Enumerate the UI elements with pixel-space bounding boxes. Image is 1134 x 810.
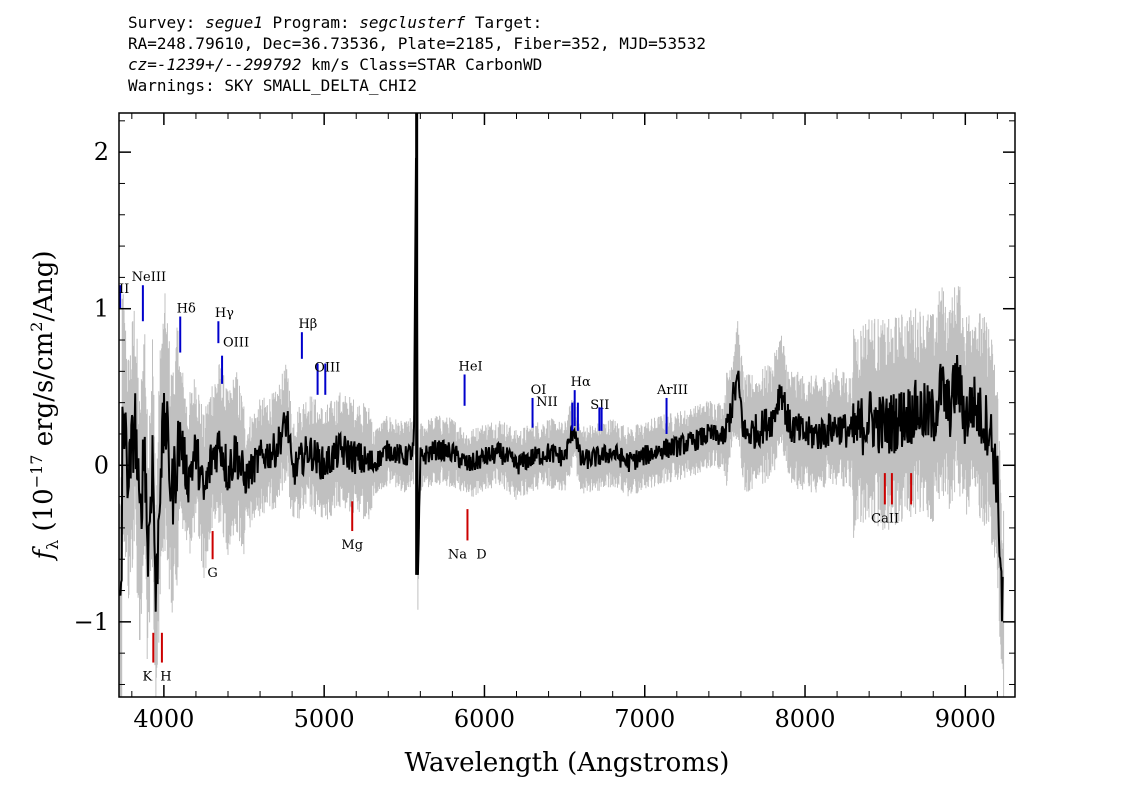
x-tick-label: 4000 [133,705,194,733]
emission-label-oiii-1: OIII [223,336,249,351]
emission-label-oi-1: OI [531,383,547,398]
y-tick-label: 2 [94,138,109,166]
y-tick-label: 0 [94,451,109,479]
x-axis-label: Wavelength (Angstroms) [405,748,730,778]
x-tick-label: 9000 [935,705,996,733]
header-line-1: Survey: segue1 Program: segclusterf Targ… [128,13,543,32]
survey-name: segue1 [205,13,263,32]
emission-label-ariii-1: ArIII [656,383,688,398]
absorption-label-g: G [207,566,217,581]
emission-label-sii-1: SII [590,398,609,413]
emission-label-hγ-1: Hγ [215,306,234,321]
x-tick-label: 6000 [454,705,515,733]
y-axis-label: fλ (10−17 erg/s/cm2/Ang) [27,250,62,561]
absorption-label-d: D [476,547,486,562]
emission-label-ii-1: II [119,282,129,297]
absorption-label-mg: Mg [341,538,363,553]
absorption-label-caii: CaII [871,511,899,526]
emission-label-nii-1: NII [536,395,558,410]
x-tick-label: 8000 [774,705,835,733]
spectrum-header: Survey: segue1 Program: segclusterf Targ… [128,12,706,96]
x-tick-label: 5000 [294,705,355,733]
header-line-3: cz=-1239+/--299792 km/s Class=STAR Carbo… [128,55,543,74]
emission-label-oiii-3: OIII [314,360,340,375]
program-name: segclusterf [359,13,466,32]
class-text: Class=STAR CarbonWD [359,55,543,74]
emission-label-hβ-1: Hβ [298,317,317,332]
absorption-label-h: H [160,670,171,685]
svg-text:fλ (10−17 erg/s/cm2/Ang): fλ (10−17 erg/s/cm2/Ang) [27,250,62,561]
emission-label-hδ-1: Hδ [177,302,196,317]
x-tick-label: 7000 [614,705,675,733]
absorption-label-k: K [142,670,152,685]
cz-value: -1239+/--299792 [156,55,302,74]
y-tick-label: 1 [94,295,109,323]
emission-label-hei-1: HeI [458,359,482,374]
absorption-label-na: Na [448,547,467,562]
emission-label-neiii-1: NeIII [132,270,166,285]
y-tick-label: −1 [74,608,109,636]
header-warnings: Warnings: SKY SMALL_DELTA_CHI2 [128,76,417,95]
flux-line [118,157,1004,622]
plot-frame [118,112,1016,698]
emission-label-hα-1: Hα [571,375,591,390]
header-line-2: RA=248.79610, Dec=36.73536, Plate=2185, … [128,34,706,53]
